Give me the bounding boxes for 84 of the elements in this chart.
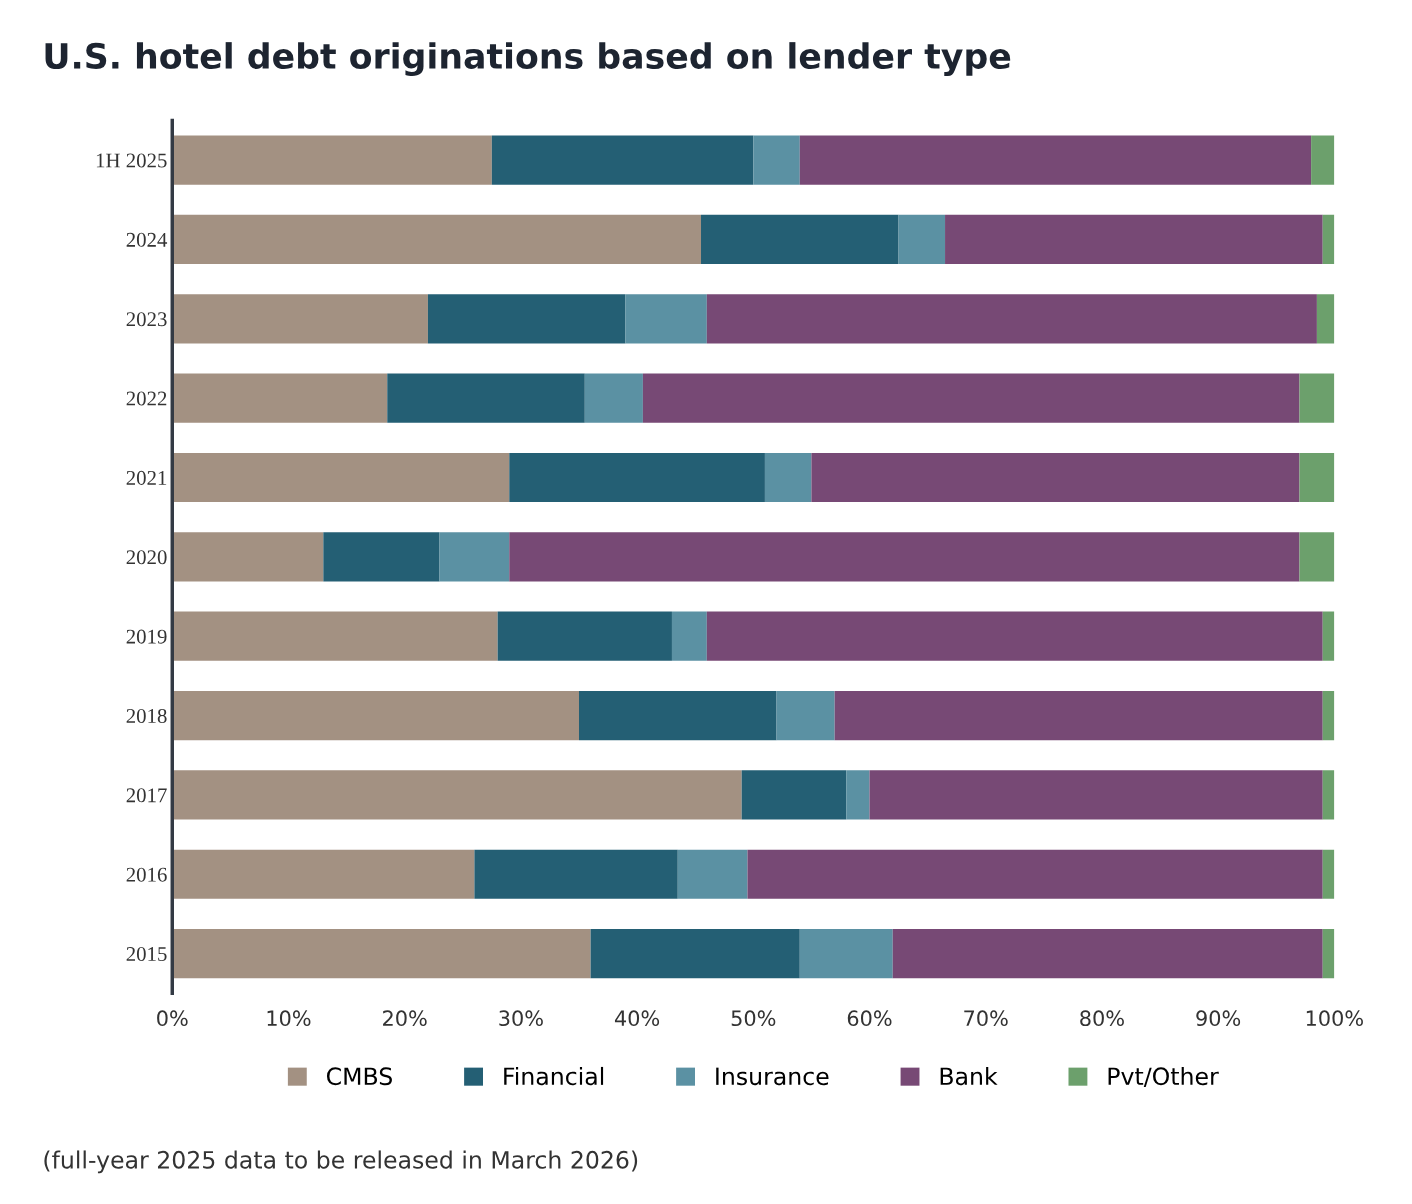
- legend-label: Financial: [504, 1066, 604, 1086]
- x-tick-label: 0%: [157, 1010, 188, 1027]
- bar: [747, 849, 1323, 899]
- bar: [491, 135, 754, 185]
- legend-label: Pvt/Other: [1108, 1066, 1219, 1088]
- bar: [677, 849, 748, 899]
- y-tick-label: 2019: [126, 629, 167, 644]
- bar: [1322, 770, 1335, 820]
- y-tick-label: 2022: [126, 391, 167, 406]
- x-tick-label: 40%: [614, 1010, 660, 1027]
- y-tick-label: 2018: [126, 708, 167, 723]
- bar: [427, 294, 626, 344]
- bar: [1299, 532, 1335, 582]
- y-tick-label: 2024: [126, 232, 168, 247]
- x-tick-label: 100%: [1306, 1010, 1363, 1027]
- bar: [741, 770, 847, 820]
- bar: [1322, 611, 1335, 661]
- bar: [1322, 849, 1335, 899]
- x-tick-label: 90%: [1196, 1010, 1241, 1027]
- y-tick-label: 2023: [126, 312, 167, 327]
- y-tick-label: 2021: [126, 470, 167, 485]
- bar: [172, 135, 492, 185]
- bar: [945, 214, 1323, 265]
- bar: [172, 690, 579, 741]
- y-tick-label: 2016: [126, 867, 167, 882]
- bar: [834, 690, 1323, 741]
- y-tick-label: 2020: [126, 550, 167, 565]
- bar: [706, 294, 1317, 344]
- bar: [590, 929, 800, 979]
- bar: [1322, 690, 1335, 741]
- bar: [578, 690, 777, 741]
- bar: [172, 770, 742, 820]
- x-tick-label: 80%: [1080, 1010, 1124, 1027]
- x-tick-label: 70%: [964, 1010, 1008, 1027]
- bar: [892, 929, 1323, 979]
- bar: [706, 611, 1323, 661]
- bar: [172, 849, 475, 899]
- x-tick-label: 50%: [731, 1010, 776, 1027]
- bar: [172, 373, 388, 423]
- bar: [898, 214, 946, 265]
- bar: [642, 373, 1300, 423]
- bar: [1299, 373, 1335, 423]
- bar: [172, 452, 510, 503]
- bar: [625, 294, 707, 344]
- bar: [1311, 135, 1335, 185]
- bar: [869, 770, 1323, 820]
- bar: [846, 770, 870, 820]
- bar: [497, 611, 672, 661]
- bar: [701, 214, 899, 265]
- x-tick-label: 10%: [267, 1010, 311, 1027]
- y-tick-label: 2015: [126, 947, 167, 962]
- legend-label: CMBS: [326, 1067, 392, 1086]
- bar: [474, 849, 678, 899]
- bar: [776, 690, 835, 741]
- legend-label: Bank: [940, 1066, 998, 1086]
- y-tick-label: 2017: [126, 788, 167, 803]
- bar: [799, 929, 893, 979]
- bar: [323, 532, 440, 582]
- bar: [799, 135, 1312, 185]
- bar: [387, 373, 585, 423]
- bar: [172, 532, 324, 582]
- bar: [671, 611, 707, 661]
- bar: [1322, 214, 1335, 265]
- bar: [584, 373, 643, 423]
- bar: [172, 294, 428, 344]
- bar: [1316, 294, 1335, 344]
- y-tick-label: 1H 2025: [96, 153, 167, 168]
- text: (full-year 2025 data to be released in March 2026): [44, 1150, 638, 1174]
- x-tick-label: 20%: [383, 1010, 427, 1027]
- bar: [172, 929, 591, 979]
- x-tick-label: 60%: [847, 1010, 892, 1027]
- bar: [509, 532, 1300, 582]
- bar: [509, 452, 765, 503]
- x-tick-label: 30%: [499, 1010, 543, 1027]
- legend-label: Insurance: [716, 1067, 829, 1086]
- bar: [1299, 452, 1335, 503]
- bar: [811, 452, 1300, 503]
- chart-title: U.S. hotel debt originations based on lender type: [45, 42, 1011, 77]
- bar: [753, 135, 800, 185]
- bar: [764, 452, 812, 503]
- bar: [439, 532, 510, 582]
- bar: [172, 611, 498, 661]
- bar: [1322, 929, 1335, 979]
- bar: [172, 214, 702, 265]
